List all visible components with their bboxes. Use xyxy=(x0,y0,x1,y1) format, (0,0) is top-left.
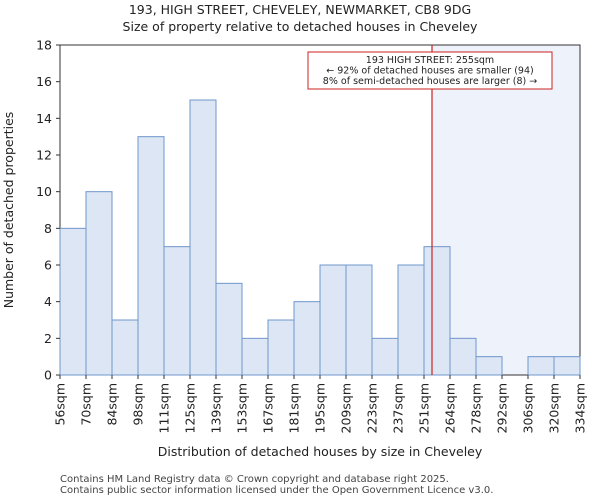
x-tick-label: 251sqm xyxy=(417,383,432,433)
y-tick-label: 18 xyxy=(36,38,52,53)
x-tick-label: 334sqm xyxy=(573,383,588,433)
y-tick-label: 8 xyxy=(44,221,52,236)
x-tick-label: 56sqm xyxy=(53,383,68,426)
bar-70sqm xyxy=(85,191,113,376)
annotation-line-1: 193 HIGH STREET: 255sqm xyxy=(366,55,494,66)
bar-139sqm xyxy=(215,282,243,376)
y-tick-label: 2 xyxy=(44,331,52,346)
bar-111sqm xyxy=(163,246,191,376)
bar-98sqm xyxy=(137,136,165,376)
bar-125sqm xyxy=(189,99,217,376)
bar-209sqm xyxy=(345,264,373,376)
x-tick-label: 98sqm xyxy=(131,383,146,426)
y-tick-label: 12 xyxy=(36,148,52,163)
y-tick-label: 16 xyxy=(36,74,52,89)
annotation-line-3: 8% of semi-detached houses are larger (8… xyxy=(323,76,537,87)
y-axis-title: Number of detached properties xyxy=(1,112,16,309)
x-tick-label: 237sqm xyxy=(391,383,406,433)
x-tick-label: 306sqm xyxy=(521,383,536,433)
footer-copyright: Contains HM Land Registry data © Crown c… xyxy=(60,474,449,485)
bar-153sqm xyxy=(241,337,269,376)
annotation-box xyxy=(307,51,553,90)
x-tick-label: 139sqm xyxy=(209,383,224,433)
bar-223sqm xyxy=(371,337,399,376)
x-tick-label: 264sqm xyxy=(443,383,458,433)
bar-251sqm xyxy=(423,246,451,376)
x-tick-label: 195sqm xyxy=(313,383,328,433)
x-tick-label: 292sqm xyxy=(495,383,510,433)
bar-84sqm xyxy=(111,319,139,376)
chart-title: 193, HIGH STREET, CHEVELEY, NEWMARKET, C… xyxy=(128,2,472,17)
x-tick-label: 84sqm xyxy=(105,383,120,426)
x-tick-label: 181sqm xyxy=(287,383,302,433)
bar-167sqm xyxy=(267,319,295,376)
bar-195sqm xyxy=(319,264,347,376)
bar-320sqm xyxy=(553,356,581,376)
x-tick-label: 167sqm xyxy=(261,383,276,433)
x-tick-label: 223sqm xyxy=(365,383,380,433)
x-tick-label: 70sqm xyxy=(79,383,94,426)
annotation-line-2: ← 92% of detached houses are smaller (94… xyxy=(326,66,533,77)
bar-278sqm xyxy=(475,356,503,376)
bar-306sqm xyxy=(527,356,555,376)
x-axis-title: Distribution of detached houses by size … xyxy=(158,444,483,459)
y-tick-label: 14 xyxy=(36,111,52,126)
chart-subtitle: Size of property relative to detached ho… xyxy=(122,19,478,34)
y-tick-label: 4 xyxy=(44,294,52,309)
bar-56sqm xyxy=(59,227,87,376)
x-tick-label: 125sqm xyxy=(183,383,198,433)
x-tick-label: 111sqm xyxy=(157,383,172,433)
footer-licence: Contains public sector information licen… xyxy=(60,485,494,496)
x-tick-label: 209sqm xyxy=(339,383,354,433)
y-tick-label: 0 xyxy=(44,368,52,383)
y-tick-label: 6 xyxy=(44,258,52,273)
bar-264sqm xyxy=(449,337,477,376)
bar-181sqm xyxy=(293,301,321,376)
x-tick-label: 153sqm xyxy=(235,383,250,433)
x-tick-label: 278sqm xyxy=(469,383,484,433)
highlight-region xyxy=(432,45,580,375)
x-tick-label: 320sqm xyxy=(547,383,562,433)
bar-237sqm xyxy=(397,264,425,376)
y-tick-label: 10 xyxy=(36,184,52,199)
